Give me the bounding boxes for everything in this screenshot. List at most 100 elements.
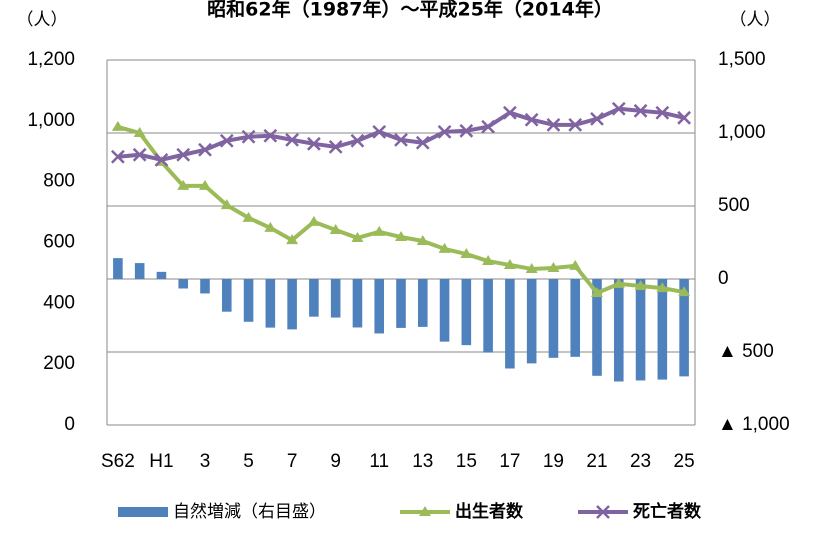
left-unit: （人） xyxy=(17,10,68,30)
point xyxy=(154,152,169,167)
bar xyxy=(330,279,341,318)
point xyxy=(220,199,233,210)
point xyxy=(677,110,691,125)
point xyxy=(373,225,386,236)
point xyxy=(241,129,256,144)
y2-tick-label: 1,500 xyxy=(718,49,766,70)
point xyxy=(219,133,234,148)
bar xyxy=(679,279,689,377)
point xyxy=(438,242,451,253)
y2-tick-label: ▲ 500 xyxy=(718,341,774,362)
x-tick-label: 13 xyxy=(412,451,433,472)
y-tick-label: 0 xyxy=(64,414,75,435)
bar xyxy=(309,279,319,317)
bar xyxy=(570,279,581,357)
y2-tick-label: 500 xyxy=(718,195,750,216)
x-tick-label: 25 xyxy=(674,451,695,472)
point xyxy=(286,234,299,245)
bar xyxy=(635,279,646,381)
point xyxy=(437,124,452,139)
y-tick-label: 200 xyxy=(43,353,75,374)
bar xyxy=(221,279,232,312)
point xyxy=(285,132,299,147)
legend-marker xyxy=(596,505,610,519)
x-tick-label: 7 xyxy=(287,451,298,472)
point xyxy=(524,112,539,127)
bar xyxy=(113,258,123,279)
bar xyxy=(417,279,428,327)
point xyxy=(503,259,516,270)
point xyxy=(612,277,625,288)
y-tick-label: 800 xyxy=(43,171,75,192)
point xyxy=(199,179,211,190)
point xyxy=(569,259,582,270)
bar xyxy=(439,279,450,342)
bar xyxy=(156,271,167,279)
x-tick-label: 21 xyxy=(586,451,607,472)
point xyxy=(678,286,691,297)
point xyxy=(263,128,278,143)
point xyxy=(264,221,277,232)
point xyxy=(307,215,320,226)
legend-label: 出生者数 xyxy=(455,501,524,522)
point xyxy=(547,262,560,273)
x-tick-label: 19 xyxy=(543,451,564,472)
point xyxy=(395,231,407,242)
chart-title: 昭和62年（1987年）～平成25年（2014年） xyxy=(207,0,613,21)
point xyxy=(133,127,146,137)
y2-tick-label: ▲ 1,000 xyxy=(718,414,790,435)
bar xyxy=(657,279,668,380)
bar xyxy=(243,279,254,322)
point xyxy=(655,105,670,120)
y-tick-label: 1,000 xyxy=(27,110,75,131)
point xyxy=(481,119,495,134)
bar xyxy=(613,279,624,382)
y-tick-label: 600 xyxy=(43,232,75,253)
x-tick-label: 23 xyxy=(630,451,651,472)
legend-label: 死亡者数 xyxy=(633,501,702,522)
point xyxy=(591,286,603,297)
x-tick-label: H1 xyxy=(149,451,173,472)
y2-tick-label: 0 xyxy=(718,268,729,289)
bar xyxy=(526,279,537,364)
point xyxy=(328,139,343,154)
bar xyxy=(352,279,363,328)
point xyxy=(633,103,648,118)
legend-swatch xyxy=(118,507,168,517)
x-tick-label: S62 xyxy=(101,451,135,472)
y2-tick-label: 1,000 xyxy=(718,122,766,143)
bar xyxy=(200,279,210,294)
bar xyxy=(505,279,515,369)
bar xyxy=(461,279,472,346)
point xyxy=(307,136,321,151)
x-tick-label: 9 xyxy=(330,451,341,472)
point xyxy=(132,147,147,162)
point xyxy=(634,279,647,290)
point xyxy=(590,111,604,126)
point xyxy=(611,101,626,116)
legend-marker xyxy=(419,506,431,516)
point xyxy=(525,262,538,273)
point xyxy=(460,248,473,259)
point xyxy=(111,120,124,131)
point xyxy=(350,133,365,148)
bar xyxy=(374,279,385,334)
bar xyxy=(592,279,602,376)
point xyxy=(329,224,342,235)
point xyxy=(198,142,212,157)
point xyxy=(351,231,364,242)
bar xyxy=(265,279,276,328)
point xyxy=(372,124,387,139)
point xyxy=(111,149,125,164)
x-tick-label: 11 xyxy=(369,451,389,472)
point xyxy=(242,211,255,222)
x-tick-label: 3 xyxy=(200,451,211,472)
point xyxy=(394,132,408,147)
point xyxy=(503,105,517,120)
y-tick-label: 400 xyxy=(43,292,75,313)
x-tick-label: 5 xyxy=(243,451,254,472)
point xyxy=(176,147,191,162)
point xyxy=(546,117,561,132)
bar xyxy=(287,279,297,330)
